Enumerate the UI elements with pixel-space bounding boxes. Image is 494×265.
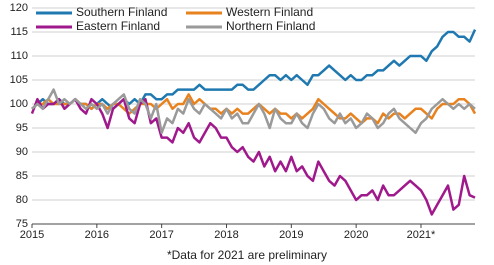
y-tick-label: 90: [16, 146, 28, 158]
y-tick-label: 100: [10, 98, 28, 110]
x-tick-label: 2019: [279, 229, 303, 241]
y-tick-label: 95: [16, 122, 28, 134]
y-tick-label: 85: [16, 170, 28, 182]
legend-label: Eastern Finland: [76, 19, 160, 33]
y-tick-label: 105: [10, 74, 28, 86]
x-tick-label: 2015: [20, 229, 44, 241]
series-line: [31, 88, 476, 135]
x-tick-label: 2018: [214, 229, 238, 241]
y-tick-label: 120: [10, 2, 28, 14]
x-tick-label: 2021*: [407, 229, 436, 241]
series-line: [31, 29, 477, 111]
legend-label: Southern Finland: [76, 5, 167, 19]
y-tick-label: 75: [16, 218, 28, 230]
legend-label: Northern Finland: [226, 19, 315, 33]
legend-label: Western Finland: [226, 5, 313, 19]
series-line: [30, 97, 476, 216]
y-tick-label: 115: [10, 26, 28, 38]
x-tick-label: 2016: [85, 229, 109, 241]
y-tick-label: 110: [10, 50, 28, 62]
footnote: *Data for 2021 are preliminary: [167, 248, 327, 262]
legend: Southern Finland Western Finland Eastern F…: [36, 5, 315, 33]
series-line: [31, 93, 477, 125]
y-tick-label: 80: [16, 194, 28, 206]
x-tick-label: 2017: [149, 229, 173, 241]
x-tick-label: 2020: [344, 229, 368, 241]
